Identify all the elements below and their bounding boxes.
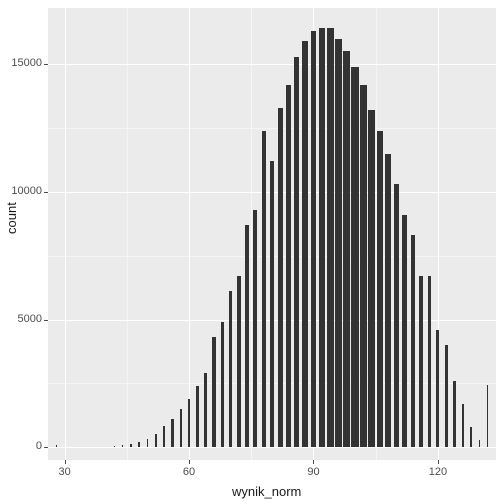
y-tick-label: 10000 <box>11 185 42 197</box>
histogram-bar <box>311 31 317 447</box>
histogram-bar <box>188 399 191 448</box>
histogram-bar <box>445 345 448 447</box>
x-tick-label: 120 <box>423 466 453 478</box>
histogram-bar <box>462 404 464 447</box>
x-tick-label: 60 <box>174 466 204 478</box>
y-tick-label: 15000 <box>11 57 42 69</box>
histogram-bar <box>302 41 307 447</box>
histogram-bar <box>294 57 299 448</box>
histogram-bar <box>155 434 157 447</box>
histogram-bar <box>138 442 140 447</box>
histogram-bar <box>411 235 415 447</box>
histogram-bar <box>419 276 423 447</box>
histogram-chart: 30 60 90 120 0 5000 10000 15000 wynik_norm count <box>0 0 504 504</box>
histogram-bar <box>377 131 384 448</box>
histogram-bar <box>180 409 182 447</box>
histogram-bar <box>394 184 400 447</box>
x-tick-label: 90 <box>298 466 328 478</box>
histogram-bar <box>385 154 391 448</box>
histogram-bar <box>163 426 165 448</box>
histogram-bar <box>335 39 342 448</box>
histogram-bar <box>319 28 325 447</box>
histogram-bar <box>327 28 334 447</box>
histogram-bar <box>351 67 359 447</box>
histogram-bar <box>278 108 283 448</box>
histogram-bar <box>343 51 351 447</box>
x-axis-title: wynik_norm <box>232 484 301 499</box>
histogram-bar <box>122 445 124 447</box>
histogram-bar <box>245 225 249 447</box>
histogram-bar <box>487 385 488 448</box>
histogram-bar <box>130 444 132 447</box>
histogram-bar <box>56 445 57 448</box>
y-axis-title: count <box>4 202 19 234</box>
y-tick-label: 0 <box>36 440 42 452</box>
histogram-bar <box>428 276 431 447</box>
histogram-bar <box>368 110 375 447</box>
histogram-bar <box>253 210 257 447</box>
histogram-bar <box>262 131 266 448</box>
histogram-bar <box>171 419 173 447</box>
histogram-bar <box>479 440 480 448</box>
histogram-bar <box>212 337 215 447</box>
histogram-bar <box>196 386 199 447</box>
histogram-bar <box>436 330 439 447</box>
histogram-bar <box>286 85 291 448</box>
histogram-bar <box>237 276 241 447</box>
y-tick-label: 5000 <box>18 313 42 325</box>
histogram-bar <box>114 446 116 447</box>
histogram-bar <box>453 381 455 447</box>
histogram-bar <box>229 291 233 447</box>
histogram-bar <box>221 322 224 447</box>
histogram-bar <box>360 85 367 448</box>
histogram-bar <box>147 439 149 447</box>
histogram-bar <box>270 161 275 447</box>
histogram-bar <box>204 373 207 447</box>
x-tick-label: 30 <box>50 466 80 478</box>
histogram-bar <box>470 427 472 447</box>
histogram-bar <box>402 215 407 447</box>
plot-panel <box>48 8 496 460</box>
